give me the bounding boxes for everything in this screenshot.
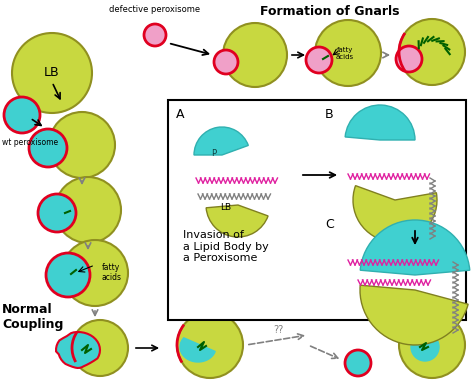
Bar: [168, 100, 466, 320]
Circle shape: [144, 24, 166, 46]
Text: P: P: [211, 149, 217, 158]
Text: wt peroxisome: wt peroxisome: [2, 138, 58, 147]
Circle shape: [4, 97, 40, 133]
Circle shape: [62, 240, 128, 306]
Circle shape: [223, 23, 287, 87]
Text: Formation of Gnarls: Formation of Gnarls: [260, 5, 400, 18]
Circle shape: [55, 177, 121, 243]
Text: fatty
acids: fatty acids: [336, 47, 354, 60]
Wedge shape: [360, 285, 468, 345]
Text: defective peroxisome: defective peroxisome: [109, 5, 201, 14]
Wedge shape: [353, 186, 437, 242]
Circle shape: [38, 194, 76, 232]
Circle shape: [345, 350, 371, 376]
Text: B: B: [325, 108, 334, 121]
Circle shape: [12, 33, 92, 113]
Circle shape: [396, 46, 422, 72]
Polygon shape: [56, 332, 100, 368]
Circle shape: [46, 253, 90, 297]
Circle shape: [399, 312, 465, 378]
Circle shape: [72, 320, 128, 376]
Circle shape: [29, 129, 67, 167]
Text: LB: LB: [44, 66, 60, 79]
Wedge shape: [360, 220, 470, 275]
Text: C: C: [325, 218, 334, 231]
Wedge shape: [194, 127, 248, 155]
Wedge shape: [345, 105, 415, 140]
Text: ??: ??: [273, 325, 283, 335]
Circle shape: [315, 20, 381, 86]
Wedge shape: [206, 205, 268, 237]
Text: Invasion of
a Lipid Body by
a Peroxisome: Invasion of a Lipid Body by a Peroxisome: [183, 230, 269, 263]
Text: LB: LB: [220, 203, 232, 212]
Text: A: A: [176, 108, 184, 121]
Circle shape: [177, 312, 243, 378]
Circle shape: [214, 50, 238, 74]
Text: fatty
acids: fatty acids: [102, 263, 122, 282]
Polygon shape: [180, 338, 215, 362]
Circle shape: [411, 333, 439, 361]
Circle shape: [49, 112, 115, 178]
Text: Normal
Coupling: Normal Coupling: [2, 303, 64, 331]
Circle shape: [306, 47, 332, 73]
Circle shape: [399, 19, 465, 85]
